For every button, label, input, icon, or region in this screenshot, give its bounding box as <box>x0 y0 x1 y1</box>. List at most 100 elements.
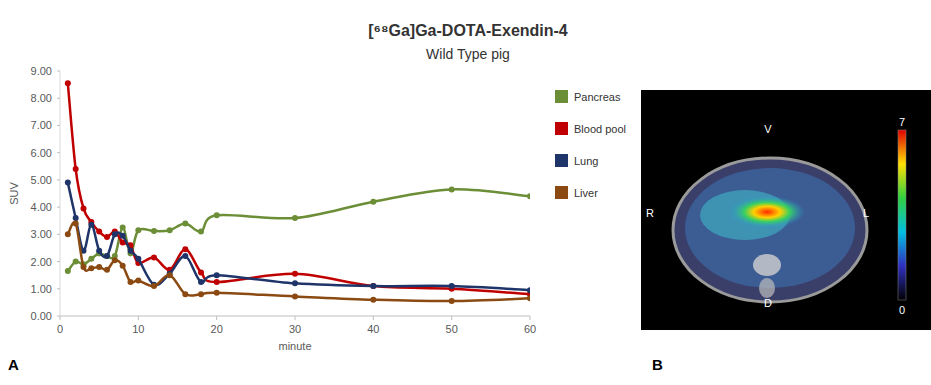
x-tick-label: 0 <box>57 323 63 335</box>
series-marker <box>292 215 298 221</box>
y-tick <box>57 179 60 180</box>
plot-area <box>65 80 530 304</box>
series-marker <box>128 279 134 285</box>
pet-ct-image: VRLD07 <box>641 90 931 330</box>
colorbar <box>898 130 906 300</box>
series-marker <box>104 253 110 259</box>
legend: Pancreas Blood pool Lung Liver <box>555 90 626 199</box>
x-tick-label: 60 <box>524 323 536 335</box>
series-marker <box>120 225 126 231</box>
series-marker <box>198 269 204 275</box>
series-marker <box>135 227 141 233</box>
legend-swatch <box>555 154 568 167</box>
colorbar-tick-label: 0 <box>899 304 905 316</box>
y-tick-label: 5.00 <box>31 174 52 186</box>
series <box>65 186 530 274</box>
orientation-label: V <box>764 123 772 135</box>
series-marker <box>128 248 134 254</box>
series-marker <box>65 80 71 86</box>
y-tick-label: 0.00 <box>31 310 52 322</box>
x-tick <box>216 316 217 320</box>
series-marker <box>112 231 118 237</box>
legend-label: Blood pool <box>574 123 626 135</box>
x-tick <box>138 316 139 320</box>
series-marker <box>449 283 455 289</box>
series-marker <box>370 297 376 303</box>
series-marker <box>182 291 188 297</box>
series-marker <box>120 263 126 269</box>
x-tick-label: 10 <box>132 323 144 335</box>
body-outline <box>673 158 867 302</box>
series-marker <box>449 298 455 304</box>
y-tick <box>57 98 60 99</box>
figure: [⁶⁸Ga]Ga-DOTA-Exendin-4 Wild Type pig 0.00… <box>0 0 931 385</box>
orientation-label: D <box>764 297 772 309</box>
y-axis-line <box>60 71 61 316</box>
series-marker <box>292 271 298 277</box>
y-tick-label: 9.00 <box>31 65 52 77</box>
series-marker <box>182 220 188 226</box>
series-marker <box>65 231 71 237</box>
y-tick-label: 2.00 <box>31 256 52 268</box>
soft-tissue <box>685 168 855 288</box>
legend-swatch <box>555 186 568 199</box>
y-tick-label: 4.00 <box>31 201 52 213</box>
legend-label: Lung <box>574 155 598 167</box>
series-marker <box>151 283 157 289</box>
spine-process <box>759 278 775 298</box>
x-tick-label: 20 <box>211 323 223 335</box>
series-marker <box>370 283 376 289</box>
y-tick <box>57 261 60 262</box>
y-tick <box>57 207 60 208</box>
y-tick-label: 7.00 <box>31 119 52 131</box>
series-marker <box>167 227 173 233</box>
series-marker <box>449 186 455 192</box>
series-marker <box>112 257 118 263</box>
legend-label: Liver <box>574 187 598 199</box>
subtitle: Wild Type pig <box>426 46 510 62</box>
x-tick <box>373 316 374 320</box>
y-tick <box>57 71 60 72</box>
x-tick <box>60 316 61 320</box>
colorbar-tick-label: 7 <box>899 116 905 128</box>
background <box>0 0 931 385</box>
series <box>65 180 530 294</box>
title: [⁶⁸Ga]Ga-DOTA-Exendin-4 <box>368 22 568 39</box>
series-marker <box>135 256 141 262</box>
series-marker <box>135 278 141 284</box>
y-tick-label: 1.00 <box>31 283 52 295</box>
series-marker <box>120 233 126 239</box>
series-marker <box>96 229 102 235</box>
y-tick-label: 3.00 <box>31 228 52 240</box>
series-marker <box>292 280 298 286</box>
series-marker <box>96 248 102 254</box>
x-tick <box>451 316 452 320</box>
series-marker <box>88 265 94 271</box>
series-marker <box>73 220 79 226</box>
image-background <box>641 90 931 330</box>
series-marker <box>198 291 204 297</box>
y-axis-label: SUV <box>8 182 20 205</box>
series-marker <box>151 254 157 260</box>
series-marker <box>88 256 94 262</box>
series-line <box>68 83 530 294</box>
series <box>65 80 530 297</box>
series-marker <box>104 253 110 259</box>
x-tick <box>530 316 531 320</box>
axes: 0.001.002.003.004.005.006.007.008.009.00… <box>8 65 536 352</box>
series-marker <box>104 234 110 240</box>
legend-label: Pancreas <box>574 91 621 103</box>
series-marker <box>370 283 376 289</box>
orientation-label: L <box>863 207 869 219</box>
series-marker <box>151 228 157 234</box>
series-marker <box>104 267 110 273</box>
panel-label: B <box>652 356 663 373</box>
x-tick-label: 40 <box>367 323 379 335</box>
y-tick <box>57 288 60 289</box>
series-marker <box>182 246 188 252</box>
series-marker <box>88 222 94 228</box>
series-marker <box>65 180 71 186</box>
series-marker <box>214 279 220 285</box>
series-marker <box>214 212 220 218</box>
series-marker <box>292 293 298 299</box>
